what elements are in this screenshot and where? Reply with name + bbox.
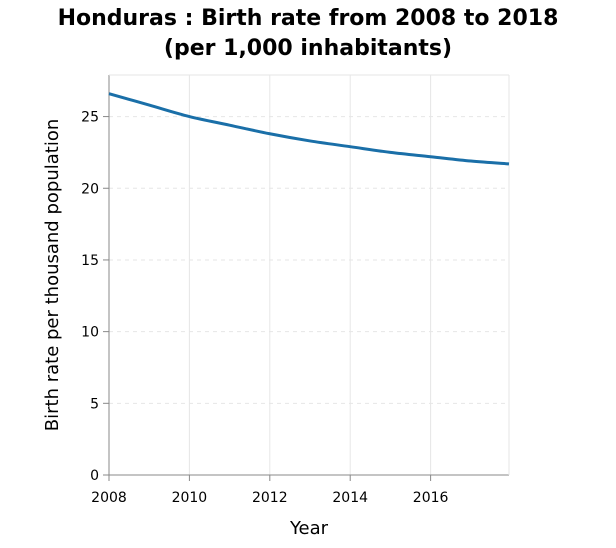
series-line: [108, 92, 510, 166]
axes: [103, 74, 510, 481]
x-axis-title: Year: [289, 518, 329, 539]
chart-title: Honduras : Birth rate from 2008 to 2018: [57, 6, 559, 31]
x-tick-label: 2014: [332, 490, 368, 506]
y-tick-label: 10: [81, 325, 99, 341]
y-tick-label: 25: [81, 110, 99, 126]
y-tick-label: 20: [81, 181, 99, 197]
tick-labels: 0 5 10 15 20 25 2008 2010 2012 2014 2016: [81, 110, 448, 506]
x-tick-label: 2008: [91, 490, 127, 506]
chart-title-block: Honduras : Birth rate from 2008 to 2018 …: [0, 4, 616, 64]
y-axis-title: Birth rate per thousand population: [42, 119, 63, 431]
y-tick-label: 5: [90, 396, 99, 412]
series-lines: [108, 92, 510, 166]
y-tick-label: 0: [90, 468, 99, 484]
grid-lines: [109, 75, 509, 475]
x-tick-label: 2016: [413, 490, 449, 506]
chart-subtitle: (per 1,000 inhabitants): [163, 36, 453, 61]
y-tick-label: 15: [81, 253, 99, 269]
x-tick-label: 2012: [252, 490, 288, 506]
x-tick-label: 2010: [172, 490, 208, 506]
